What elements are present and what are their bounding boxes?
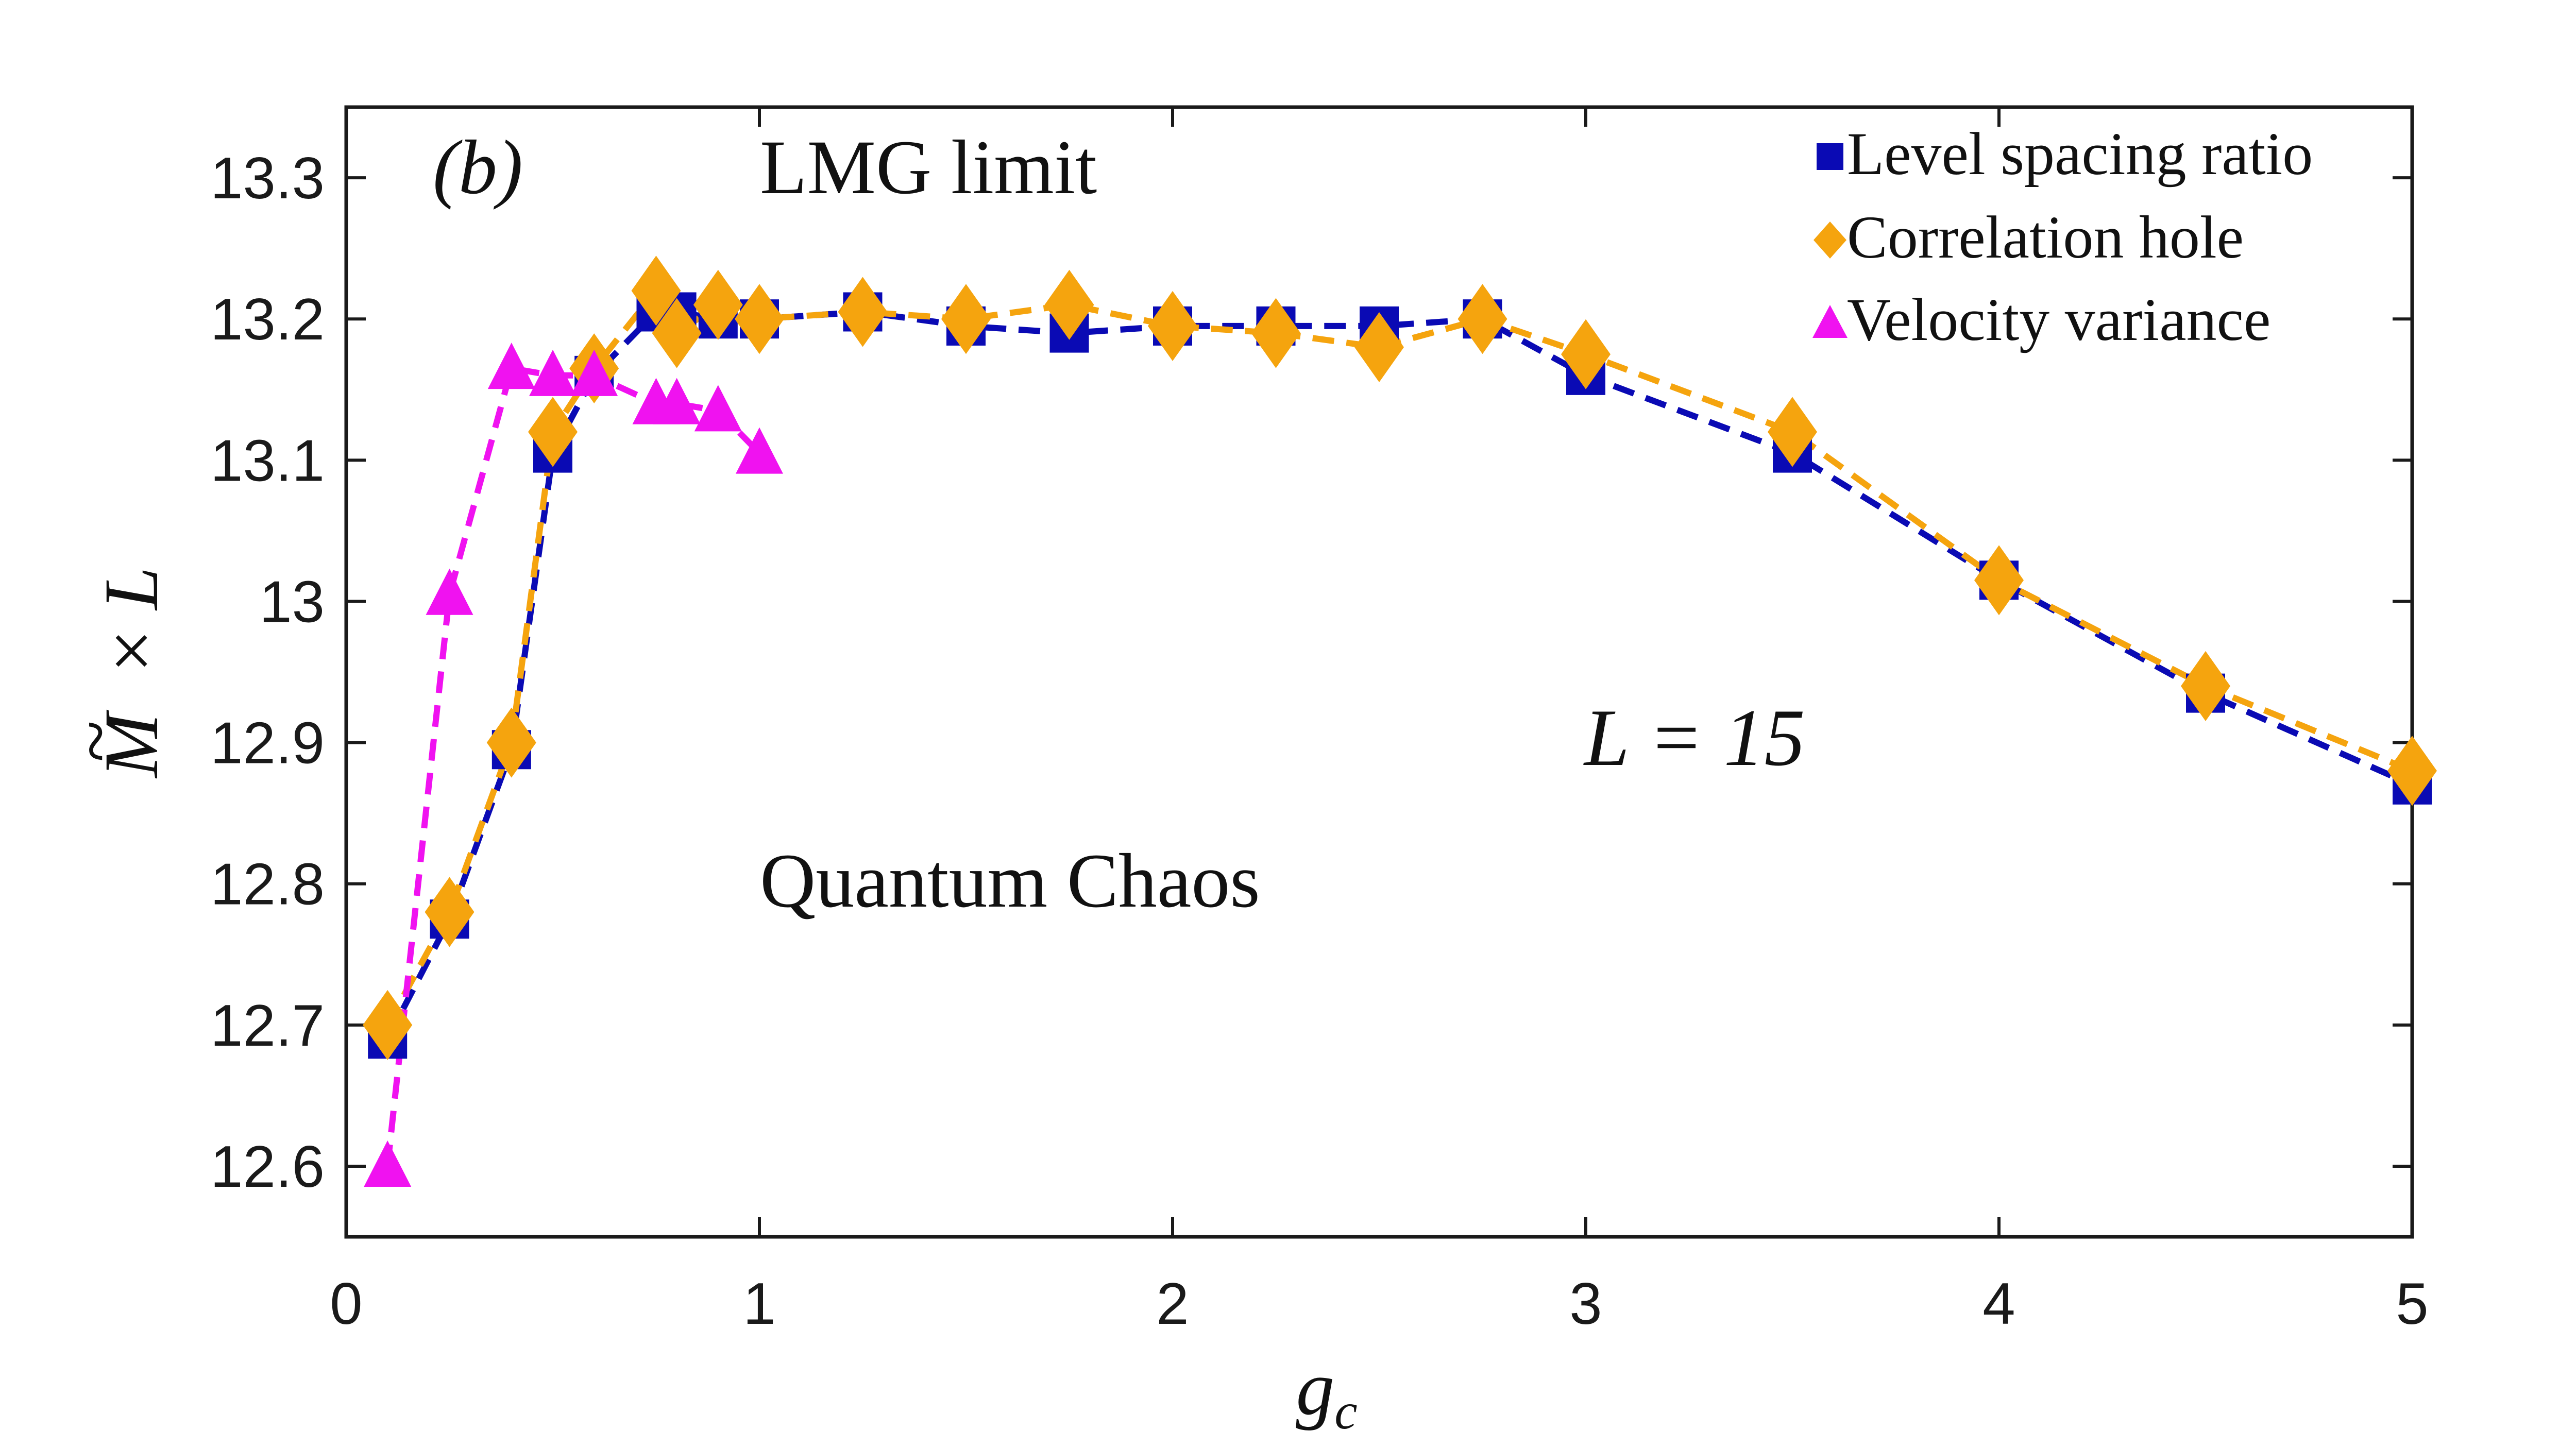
data-point-correlation-hole <box>631 255 681 326</box>
data-point-velocity-variance <box>736 427 783 474</box>
panel-label: (b) <box>433 125 523 210</box>
series-markers <box>363 255 2437 1187</box>
y-axis-label: M~ × L <box>53 567 174 778</box>
y-tick-label: 12.7 <box>210 993 325 1059</box>
x-tick-label: 3 <box>1569 1271 1602 1337</box>
data-point-correlation-hole <box>1354 312 1404 383</box>
legend-marker-velocity-variance <box>1812 305 1848 338</box>
axis-ticks: 0 1 2 3 4 5 12.6 12.7 12.8 12.9 13 13.1 13.2 13.3 <box>210 107 2429 1337</box>
legend-marker-level-spacing <box>1817 143 1843 170</box>
data-point-correlation-hole <box>528 397 578 467</box>
data-point-velocity-variance <box>529 349 577 396</box>
x-tick-label: 2 <box>1156 1271 1189 1337</box>
legend-label-correlation-hole: Correlation hole <box>1847 203 2244 271</box>
data-point-correlation-hole <box>693 269 743 340</box>
y-tick-label: 12.6 <box>210 1134 325 1200</box>
data-point-correlation-hole <box>735 284 784 354</box>
annotation-system-size: L = 15 <box>1583 693 1805 783</box>
x-tick-label: 1 <box>743 1271 775 1337</box>
data-point-velocity-variance <box>570 349 618 396</box>
annotation-quantum-chaos: Quantum Chaos <box>760 838 1260 924</box>
legend-marker-correlation-hole <box>1814 222 1846 259</box>
data-point-velocity-variance <box>364 1140 412 1187</box>
data-point-correlation-hole <box>1148 291 1197 361</box>
data-point-correlation-hole <box>1768 397 1817 467</box>
data-point-correlation-hole <box>1974 545 2024 616</box>
annotation-lmg-limit: LMG limit <box>760 125 1097 210</box>
data-point-correlation-hole <box>1561 319 1611 389</box>
data-point-correlation-hole <box>1458 284 1507 354</box>
data-point-correlation-hole <box>941 284 991 354</box>
series-line-correlation-hole <box>384 287 2414 1027</box>
data-point-correlation-hole <box>2387 736 2437 806</box>
data-point-velocity-variance <box>487 343 535 389</box>
x-tick-label: 4 <box>1982 1271 2015 1337</box>
y-tick-label: 12.9 <box>210 711 325 776</box>
legend-label-level-spacing: Level spacing ratio <box>1847 120 2313 188</box>
y-tick-label: 12.8 <box>210 852 325 917</box>
legend: Level spacing ratio Correlation hole Vel… <box>1812 120 2313 353</box>
x-tick-label: 5 <box>2396 1271 2428 1337</box>
data-point-velocity-variance <box>653 378 701 424</box>
data-point-velocity-variance <box>694 385 742 432</box>
data-point-correlation-hole <box>1251 298 1301 368</box>
data-point-velocity-variance <box>426 568 473 615</box>
data-point-correlation-hole <box>1044 269 1094 340</box>
data-point-correlation-hole <box>425 877 474 947</box>
legend-label-velocity-variance: Velocity variance <box>1847 286 2270 353</box>
y-tick-label: 13.1 <box>210 428 325 493</box>
y-tick-label: 13.2 <box>210 287 325 352</box>
x-tick-label: 0 <box>330 1271 362 1337</box>
y-tick-label: 13 <box>259 569 325 635</box>
data-point-correlation-hole <box>363 990 413 1060</box>
y-tick-label: 13.3 <box>210 146 325 211</box>
data-point-correlation-hole <box>2181 651 2230 721</box>
data-point-correlation-hole <box>486 707 536 778</box>
data-point-correlation-hole <box>652 298 702 368</box>
data-point-correlation-hole <box>838 277 888 347</box>
